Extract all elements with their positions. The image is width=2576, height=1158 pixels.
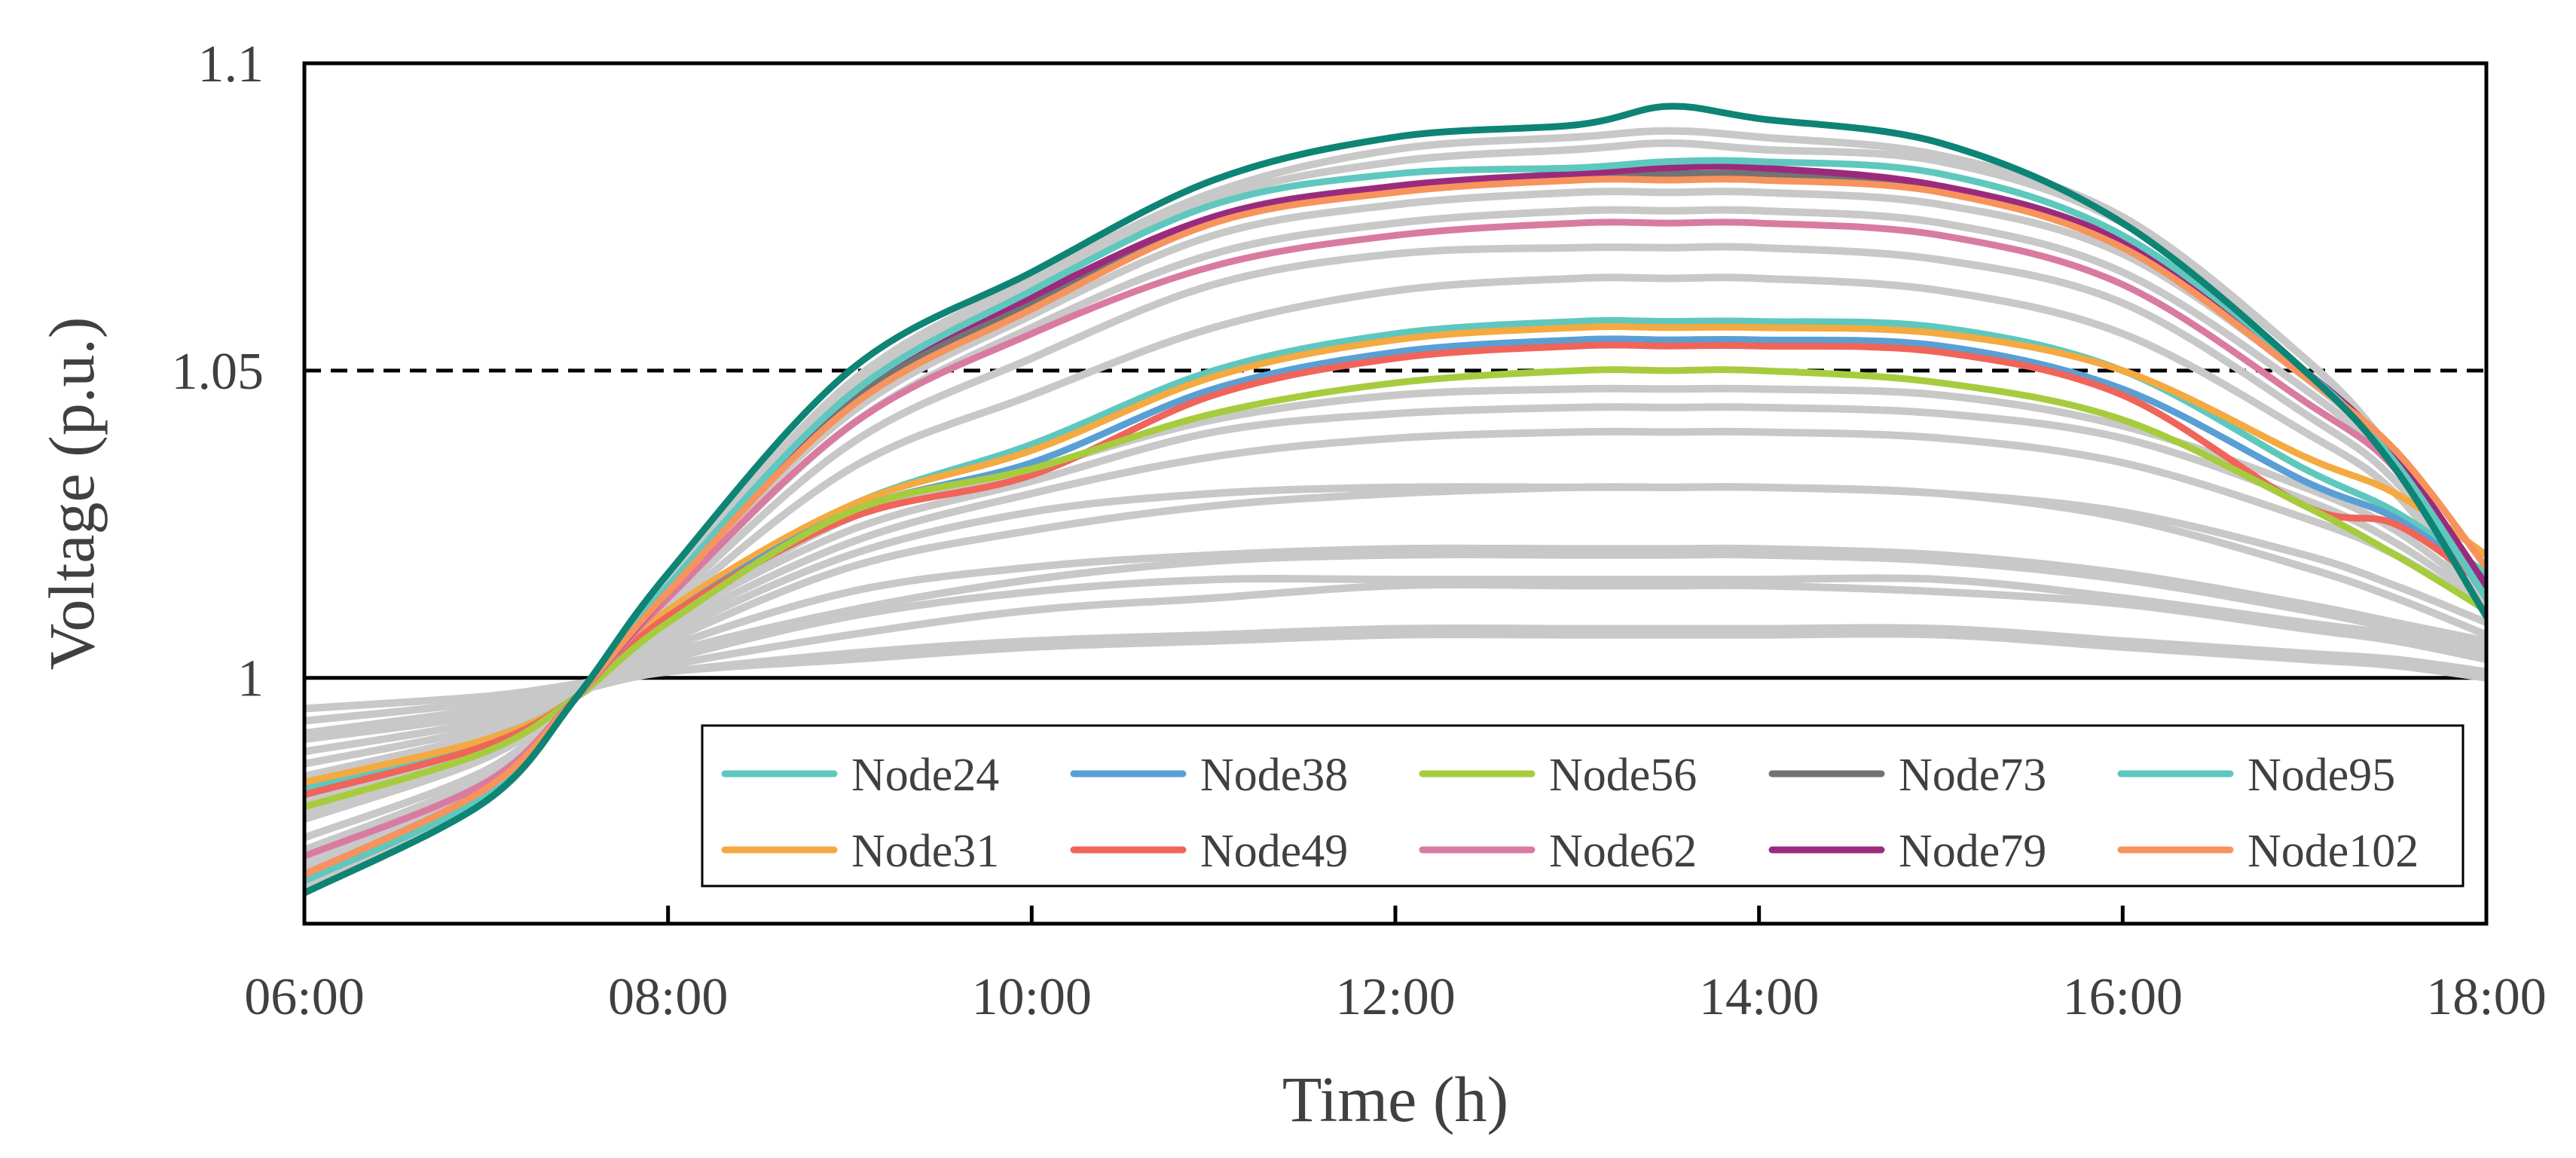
x-tick-label: 10:00 <box>972 968 1092 1026</box>
series-line-node102 <box>304 176 2486 878</box>
legend-label-node62: Node62 <box>1549 826 1697 877</box>
legend-label-node79: Node79 <box>1899 826 2046 877</box>
legend: Node24 Node31 Node38 Node49 Node56 Node62 Node… <box>701 724 2464 888</box>
legend-label-node73: Node73 <box>1899 750 2046 801</box>
legend-label-node102: Node102 <box>2248 826 2419 877</box>
background-series-line <box>304 574 2486 744</box>
legend-label-node56: Node56 <box>1549 750 1697 801</box>
x-axis-ticks: 06:00 08:00 10:00 12:00 14:00 16:00 18:00 <box>244 906 2547 1026</box>
legend-label-node95: Node95 <box>2248 750 2395 801</box>
series-line-node49 <box>304 341 2486 799</box>
x-tick-label: 14:00 <box>1699 968 1819 1026</box>
x-tick-label: 08:00 <box>608 968 728 1026</box>
legend-box <box>701 724 2464 888</box>
legend-label-node31: Node31 <box>851 826 999 877</box>
series-line-unlabeled <box>304 102 2486 897</box>
x-tick-label: 12:00 <box>1335 968 1455 1026</box>
x-tick-label: 18:00 <box>2426 968 2546 1026</box>
legend-label-node49: Node49 <box>1200 826 1348 877</box>
x-tick-label: 06:00 <box>244 968 364 1026</box>
reference-lines <box>304 368 2486 680</box>
series-line-node56 <box>304 366 2486 811</box>
legend-label-node24: Node24 <box>851 750 999 801</box>
y-axis-ticks: 1 1.05 1.1 <box>172 35 264 708</box>
y-tick-label: 1 <box>237 650 264 708</box>
y-axis-label: Voltage (p.u.) <box>35 317 108 671</box>
legend-label-node38: Node38 <box>1200 750 1348 801</box>
highlighted-series-group <box>304 102 2486 897</box>
x-tick-label: 16:00 <box>2063 968 2183 1026</box>
x-axis-label: Time (h) <box>1282 1063 1508 1135</box>
y-tick-label: 1.1 <box>198 35 264 93</box>
y-tick-label: 1.05 <box>172 343 264 401</box>
